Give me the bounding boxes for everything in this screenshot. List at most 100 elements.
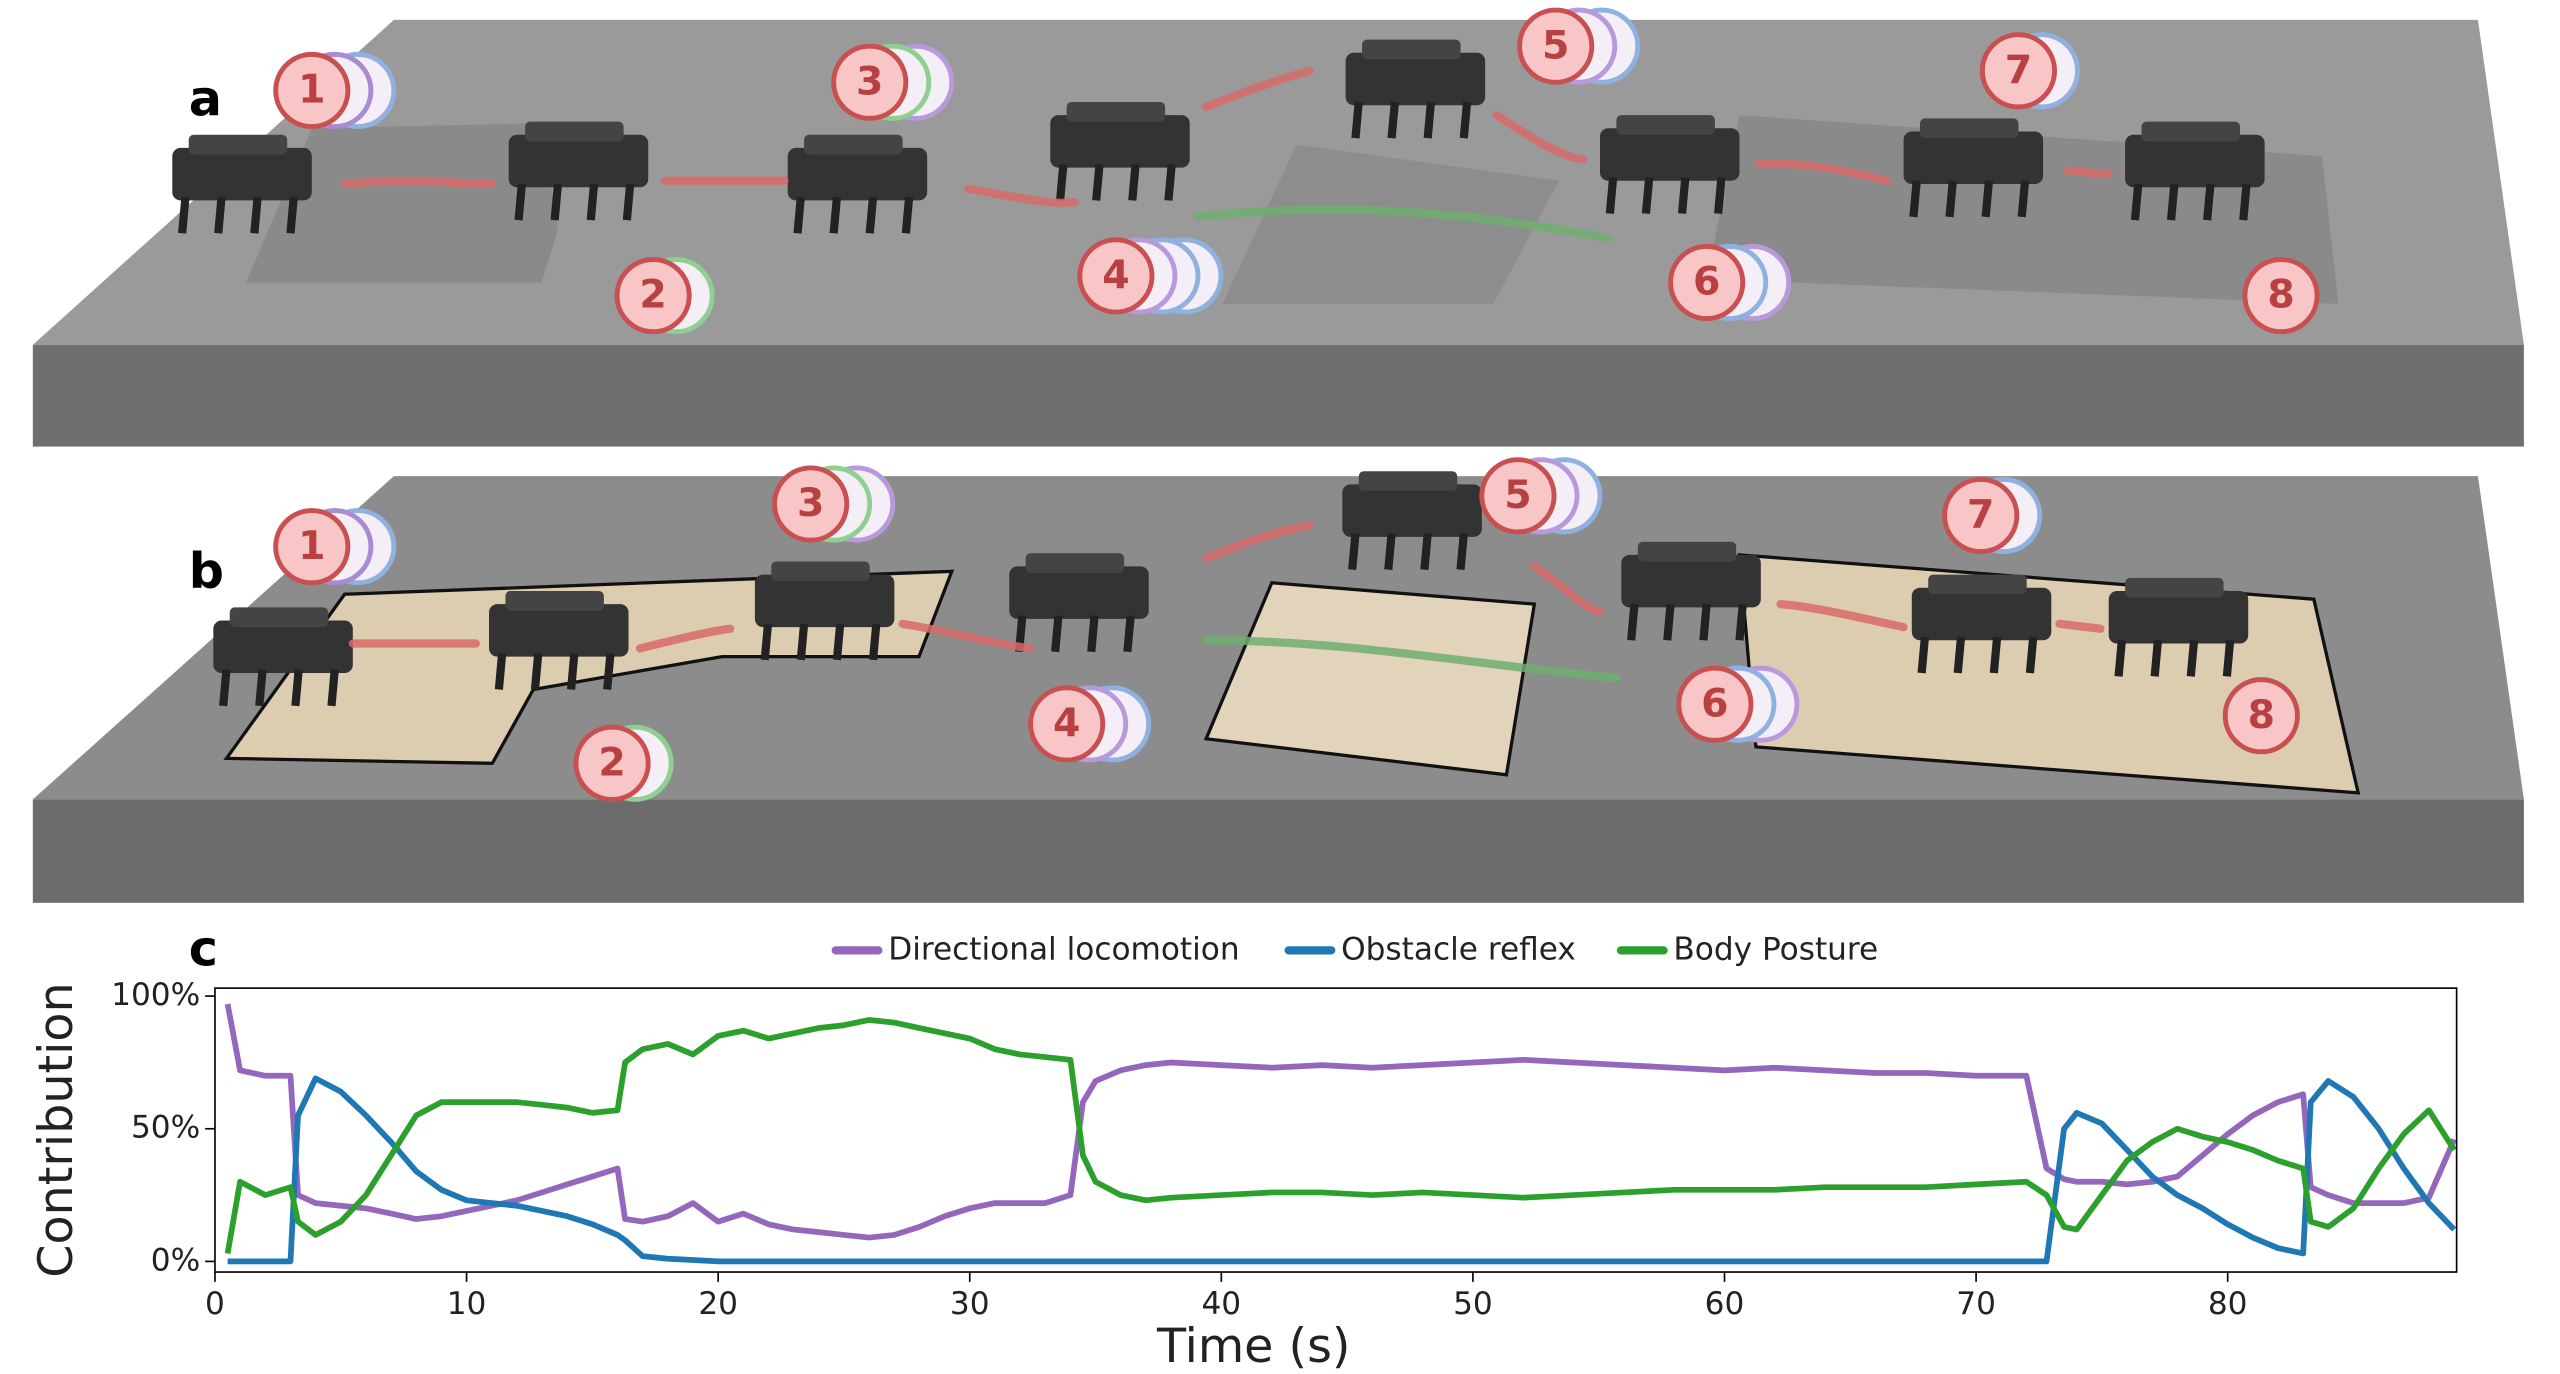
robot-top: [2125, 577, 2224, 598]
marker-label: 5: [1542, 22, 1569, 68]
robot-leg: [868, 623, 881, 661]
marker-label: 6: [1701, 680, 1728, 726]
robot-leg: [1945, 180, 1957, 218]
robots: [172, 39, 2265, 707]
robot-leg: [760, 623, 773, 661]
marker-circle: [1517, 7, 1595, 85]
panel-letter: c: [189, 920, 218, 978]
marker-label: 2: [639, 272, 666, 318]
trajectory: [635, 624, 735, 653]
robot-leg: [514, 183, 526, 221]
robot-leg: [550, 183, 563, 221]
robot-leg: [2017, 180, 2030, 218]
robot-leg: [1348, 533, 1360, 571]
robot-leg: [1128, 163, 1140, 201]
robot-leg: [1092, 163, 1104, 201]
robot-leg: [1699, 603, 1711, 641]
robot-leg: [2150, 639, 2163, 677]
robot-body: [1345, 52, 1486, 106]
marker-label: 3: [797, 480, 824, 526]
trajectory: [1193, 205, 1613, 243]
marker-label: 1: [298, 67, 325, 113]
robot-body: [172, 147, 312, 201]
marker-circle: [273, 508, 351, 586]
plot-frame: [214, 987, 2458, 1273]
robot-leg: [793, 196, 805, 234]
robot-leg: [1605, 177, 1618, 214]
trajectory: [964, 184, 1079, 207]
robot-leg: [1459, 101, 1472, 139]
robot-leg: [566, 652, 579, 690]
robot-top: [1616, 115, 1715, 135]
robot-leg: [494, 652, 507, 690]
marker-circle: [772, 465, 850, 543]
trajectory: [1492, 110, 1588, 164]
marker-label: 2: [598, 739, 625, 785]
robot-leg: [2203, 183, 2215, 221]
robot-leg: [1423, 101, 1436, 139]
robot-leg: [1677, 177, 1690, 214]
panel-letter: b: [189, 542, 224, 600]
marker-label: 8: [2248, 692, 2275, 738]
robot-leg: [291, 669, 303, 707]
robot-leg: [1456, 533, 1468, 571]
robot-leg: [901, 196, 914, 234]
robot-body: [1050, 115, 1190, 168]
x-tick-label: 0: [205, 1286, 225, 1322]
robot-leg: [586, 183, 599, 221]
robot-leg: [250, 196, 262, 234]
robot-leg: [327, 669, 339, 707]
robot-leg: [1387, 101, 1399, 139]
robot-top: [229, 607, 329, 628]
robot-leg: [1420, 533, 1432, 571]
line-series: [227, 1075, 2457, 1265]
robot-body: [1903, 131, 2044, 185]
marker-circle: [1942, 476, 2020, 555]
robot-body: [508, 134, 649, 188]
robot-leg: [1909, 180, 1921, 218]
robot-leg: [286, 196, 298, 234]
y-tick-label: 0%: [151, 1242, 200, 1278]
marker-label: 5: [1504, 472, 1531, 518]
robot-leg: [1917, 636, 1930, 674]
robot-leg: [1123, 615, 1135, 653]
trajectory: [1202, 636, 1621, 683]
x-tick-label: 10: [447, 1286, 487, 1322]
trajectory: [340, 177, 497, 189]
marker-label: 4: [1053, 700, 1080, 746]
robot-leg: [1056, 163, 1068, 201]
robot-top: [525, 121, 624, 142]
marker-label: 7: [1967, 492, 1994, 538]
marker-label: 8: [2267, 272, 2294, 318]
robot-leg: [1164, 163, 1176, 201]
legend-label: Obstacle reflex: [1341, 931, 1576, 967]
table-front: [32, 799, 2524, 903]
trajectory: [1755, 159, 1892, 185]
robot-leg: [1663, 603, 1675, 641]
robot-leg: [1953, 636, 1966, 674]
robot-leg: [829, 196, 842, 234]
step: [1222, 144, 1559, 304]
y-tick-label: 100%: [111, 977, 200, 1013]
marker-circle: [1668, 243, 1746, 322]
robot-leg: [2025, 636, 2038, 674]
marker-circle: [1676, 665, 1754, 743]
robot-body: [489, 604, 629, 657]
plank: [1203, 581, 1537, 777]
line-series: [224, 1017, 2457, 1254]
robot-top: [804, 134, 903, 155]
table-front: [32, 344, 2524, 447]
x-tick-label: 20: [698, 1286, 738, 1322]
robot-top: [188, 134, 288, 155]
marker-circle: [273, 51, 351, 130]
y-axis-label: Contribution: [29, 982, 84, 1277]
robot-body: [1342, 484, 1482, 537]
robot-body: [1911, 587, 2052, 641]
robot-leg: [255, 669, 267, 707]
robot-leg: [1714, 177, 1726, 214]
trajectory: [898, 619, 1035, 653]
robot-leg: [622, 183, 635, 221]
trajectory: [1530, 562, 1605, 617]
marker-label: 1: [298, 523, 325, 569]
